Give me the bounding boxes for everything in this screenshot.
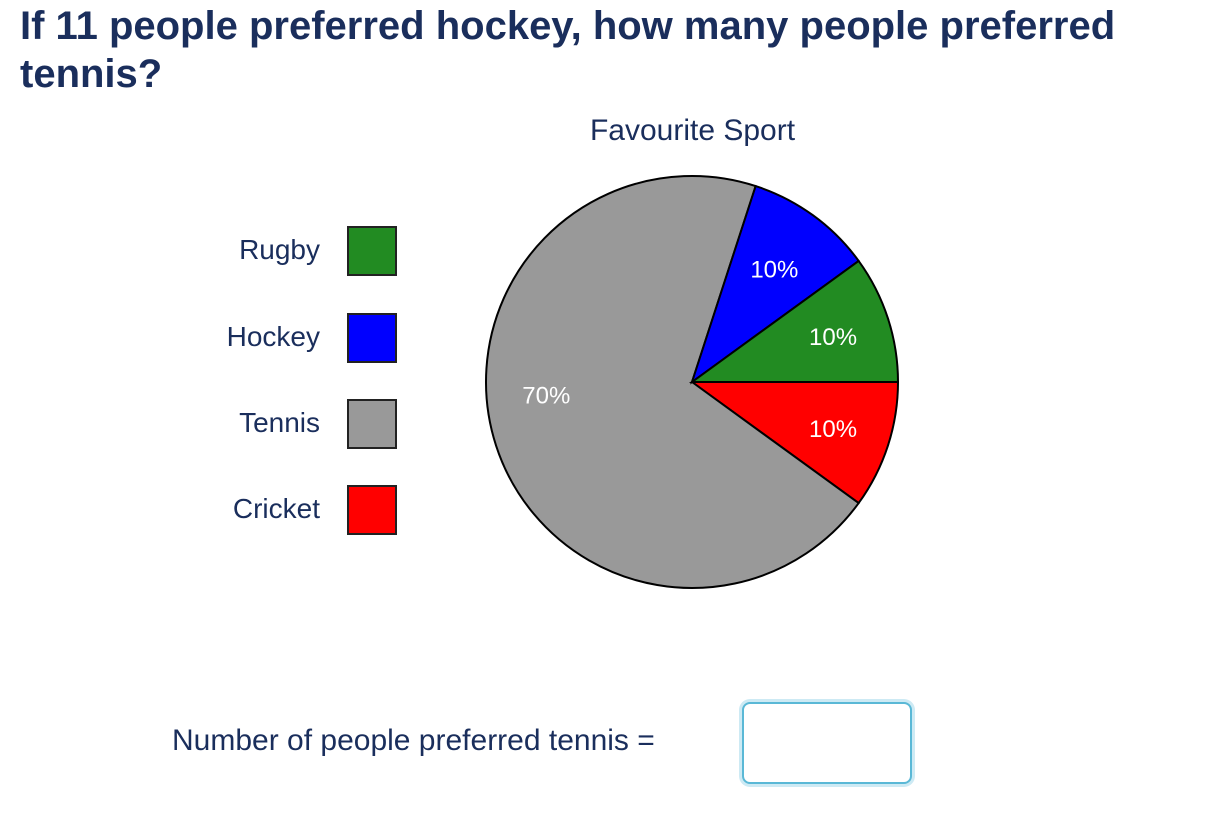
legend-item-hockey: Hockey xyxy=(180,313,400,367)
pie-label-tennis: 70% xyxy=(522,383,570,410)
pie-label-rugby: 10% xyxy=(809,324,857,351)
legend-label-tennis: Tennis xyxy=(239,407,320,438)
pie-slice-hockey xyxy=(690,184,861,385)
legend-swatch-cricket xyxy=(347,485,397,535)
question-text: If 11 people preferred hockey, how many … xyxy=(20,4,1116,96)
legend-swatch-tennis xyxy=(347,399,397,449)
answer-label: Number of people preferred tennis = xyxy=(172,724,655,757)
pie-chart: 10% 70% 10% 10% xyxy=(485,175,900,589)
legend-label-hockey: Hockey xyxy=(226,321,320,352)
legend-swatch-rugby xyxy=(347,226,397,276)
pie-slice-rugby xyxy=(688,259,900,383)
legend-item-tennis: Tennis xyxy=(180,399,400,453)
answer-row: Number of people preferred tennis = xyxy=(172,700,932,790)
pie-slice-tennis xyxy=(485,175,861,589)
pie-label-hockey: 10% xyxy=(750,257,798,284)
legend-label-rugby: Rugby xyxy=(239,234,320,265)
legend-swatch-hockey xyxy=(347,313,397,363)
answer-input[interactable] xyxy=(742,702,912,784)
pie-label-cricket: 10% xyxy=(809,416,857,443)
chart-title: Favourite Sport xyxy=(589,114,796,147)
legend-item-rugby: Rugby xyxy=(180,226,400,280)
pie-slice-cricket xyxy=(688,381,900,505)
legend-item-cricket: Cricket xyxy=(180,485,400,539)
legend-label-cricket: Cricket xyxy=(232,493,320,524)
